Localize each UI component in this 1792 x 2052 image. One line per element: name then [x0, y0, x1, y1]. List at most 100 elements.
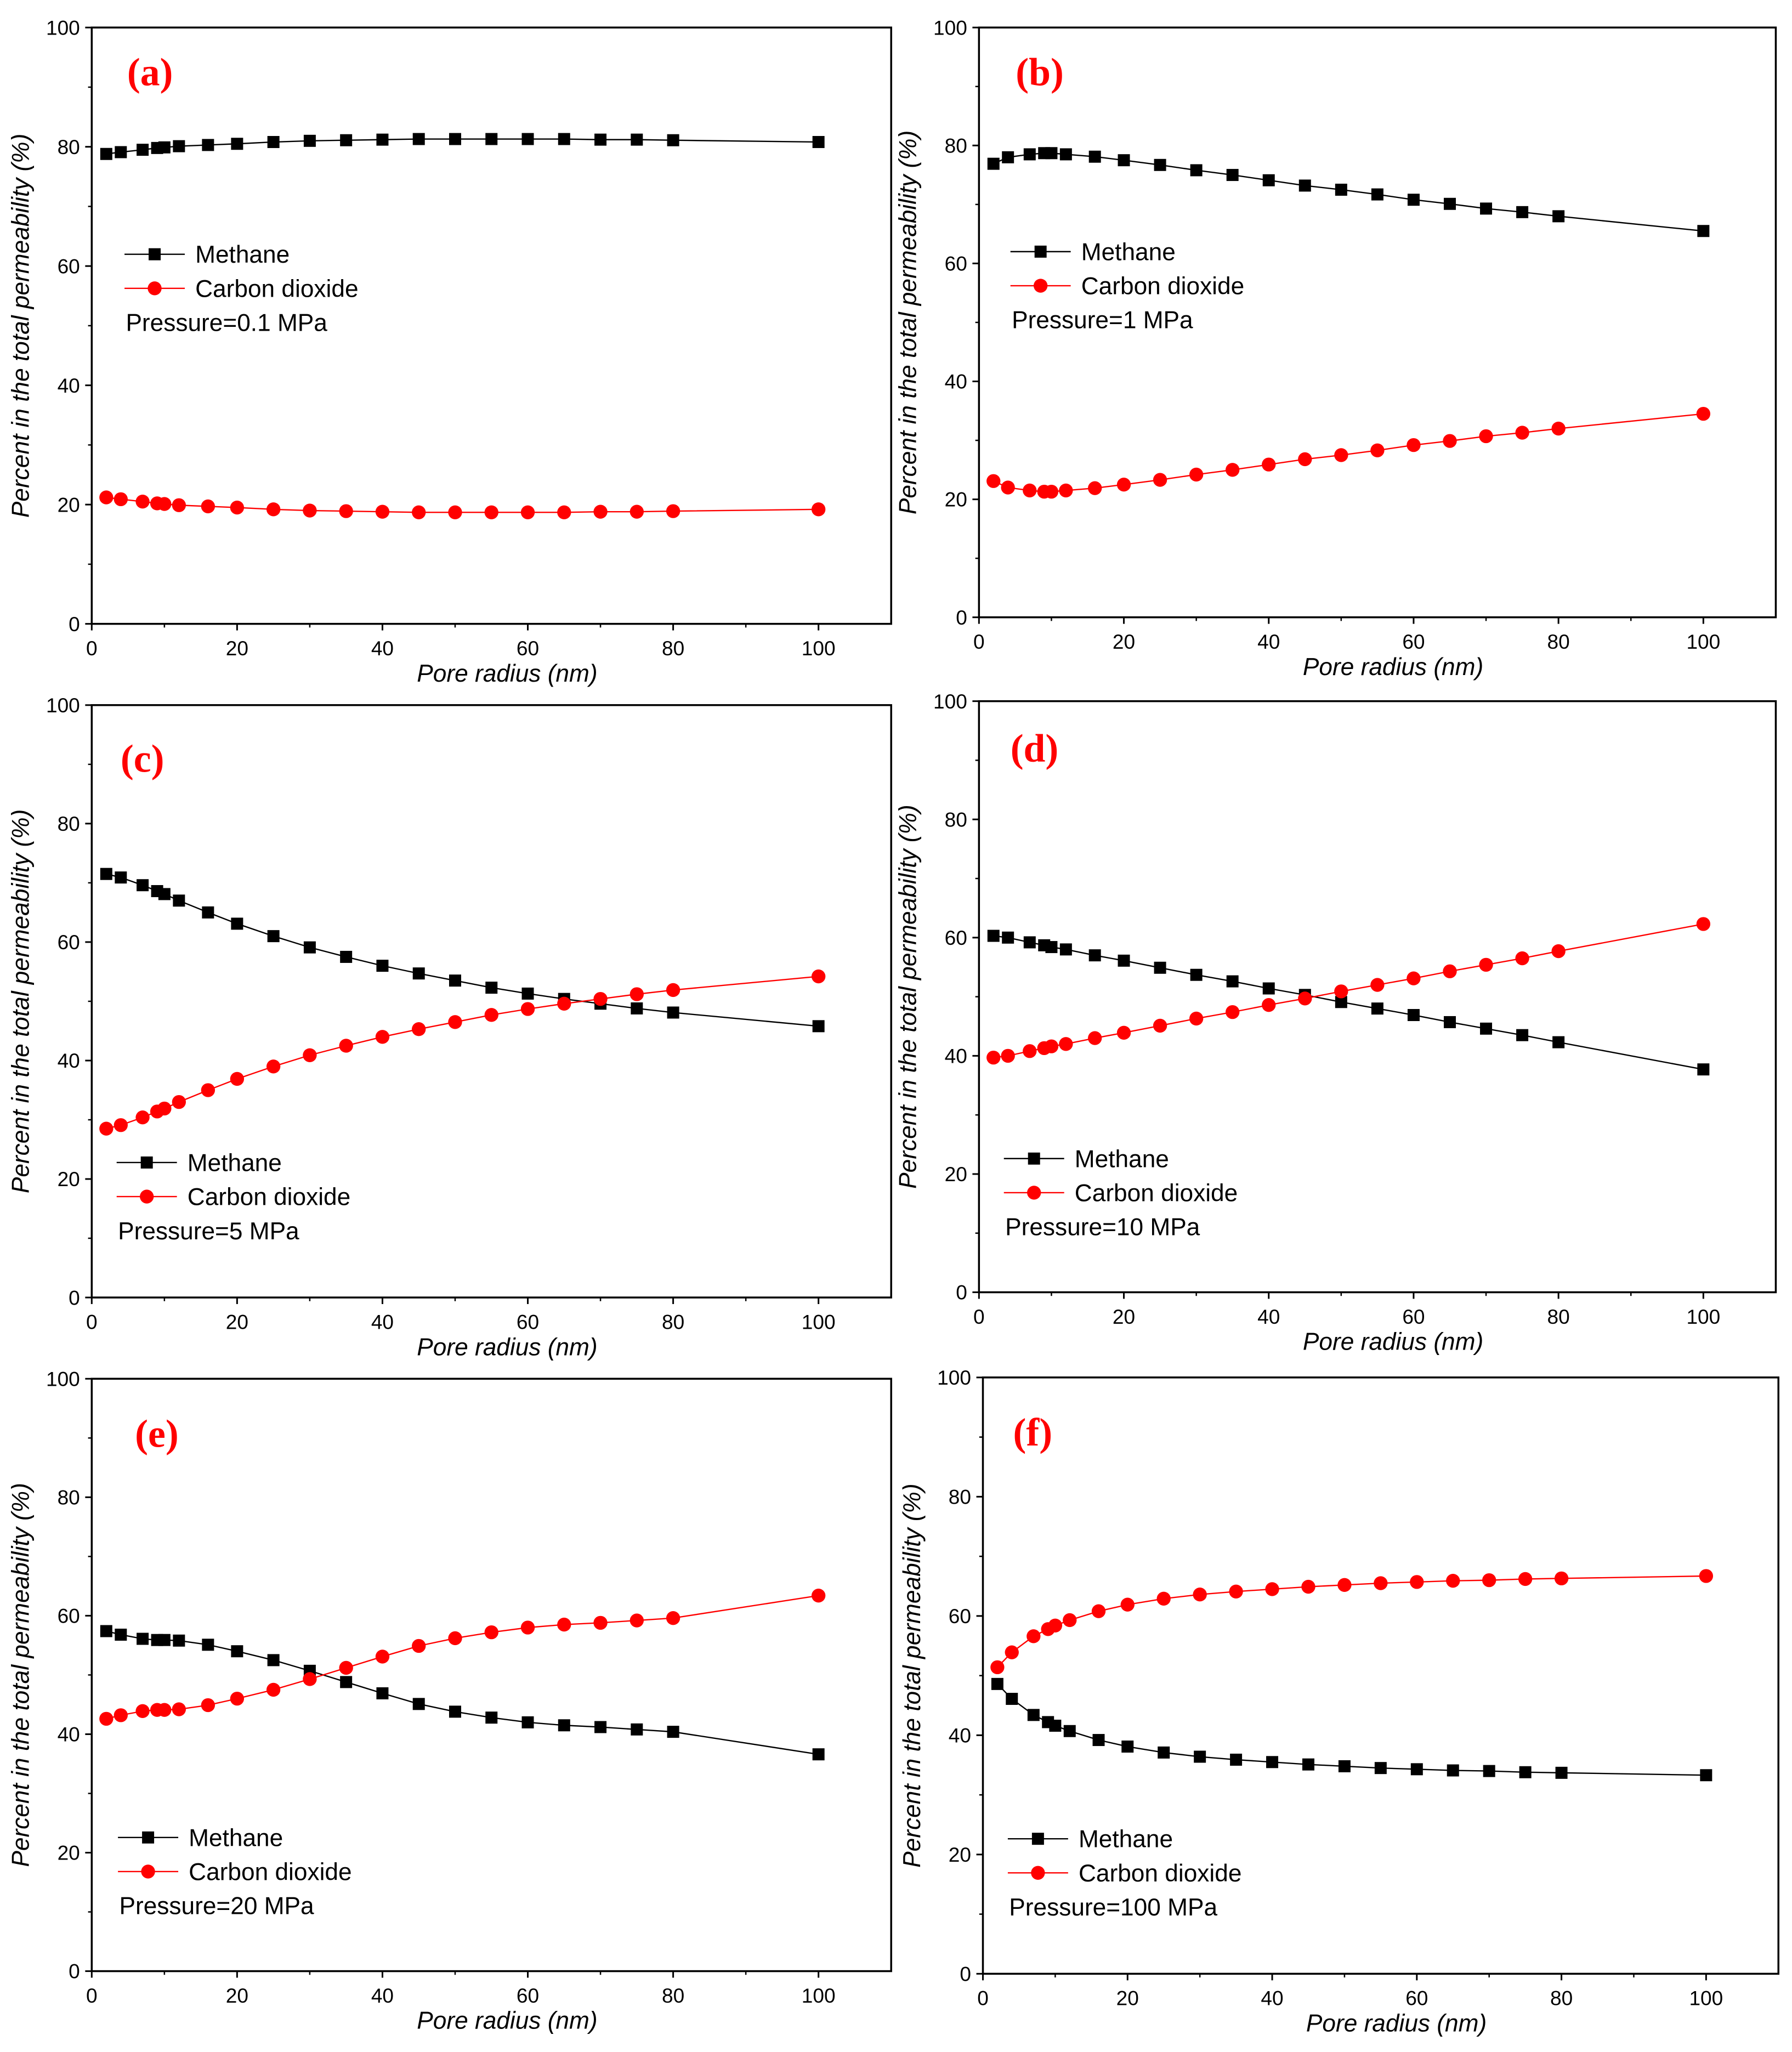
panel-label: (f): [1013, 1410, 1052, 1454]
data-point: [1194, 1750, 1206, 1763]
y-tick-label: 40: [58, 1049, 80, 1072]
data-point: [1696, 406, 1711, 421]
x-tick-label: 80: [662, 637, 684, 660]
chart-panel-b: 0 20 40 60 80 100 0 20 40 60 80 100 Pore radius (nm)…: [895, 16, 1777, 681]
data-point: [484, 505, 498, 519]
y-tick-label: 100: [46, 694, 80, 717]
series-carbon-dioxide: [99, 490, 826, 519]
data-point: [1088, 1031, 1102, 1045]
legend-marker: [140, 1189, 154, 1204]
data-point: [115, 871, 127, 884]
series-methane: [100, 1625, 825, 1761]
legend-label: Methane: [1079, 1826, 1173, 1853]
data-point: [1189, 1011, 1204, 1026]
pressure-label: Pressure=100 MPa: [1009, 1894, 1217, 1921]
legend-label: Methane: [195, 241, 290, 268]
data-point: [412, 967, 425, 980]
data-point: [158, 888, 171, 900]
data-point: [1153, 1018, 1167, 1033]
data-point: [303, 134, 316, 147]
data-point: [1407, 1009, 1420, 1022]
x-tick-label: 100: [1689, 1987, 1723, 2010]
x-tick-label: 80: [1547, 630, 1570, 653]
series-carbon-dioxide: [99, 1588, 826, 1726]
data-point: [339, 1660, 353, 1675]
data-point: [1407, 438, 1421, 452]
data-point: [201, 1083, 216, 1097]
data-point: [376, 1687, 389, 1699]
data-point: [1153, 473, 1167, 487]
x-tick-label: 20: [226, 1310, 248, 1333]
pressure-label: Pressure=1 MPa: [1012, 307, 1193, 334]
data-point: [1027, 1629, 1041, 1643]
data-point: [1699, 1569, 1714, 1583]
data-point: [1001, 1048, 1015, 1063]
data-point: [340, 1676, 353, 1688]
x-tick-label: 0: [977, 1987, 989, 2010]
data-point: [135, 1704, 150, 1718]
x-tick-label: 20: [226, 1984, 248, 2007]
x-axis-label: Pore radius (nm): [417, 1334, 597, 1361]
data-point: [1552, 1036, 1565, 1048]
x-tick-label: 20: [1113, 630, 1135, 653]
data-point: [266, 1059, 281, 1074]
x-tick-label: 100: [802, 637, 836, 660]
legend-label: Methane: [189, 1824, 283, 1851]
data-point: [449, 133, 461, 145]
data-point: [485, 1711, 498, 1724]
data-point: [1118, 954, 1130, 967]
legend-marker: [142, 1831, 155, 1844]
y-tick-label: 0: [956, 1281, 967, 1304]
data-point: [812, 1020, 825, 1033]
data-point: [1482, 1573, 1496, 1588]
data-point: [812, 1748, 825, 1761]
legend-marker: [1028, 1152, 1040, 1165]
data-point: [412, 505, 426, 519]
data-point: [1045, 147, 1058, 160]
data-point: [1023, 1044, 1037, 1058]
y-axis-label: Percent in the total permeability (%): [899, 1483, 926, 1867]
data-point: [1371, 188, 1383, 201]
data-point: [1335, 183, 1347, 196]
data-point: [412, 1022, 426, 1036]
y-axis-label: Percent in the total permeability (%): [895, 131, 922, 514]
data-point: [303, 503, 317, 518]
y-tick-label: 60: [58, 1605, 80, 1628]
data-point: [1410, 1575, 1424, 1589]
data-point: [1374, 1762, 1387, 1775]
x-tick-label: 80: [662, 1984, 684, 2007]
legend-marker: [1033, 279, 1048, 293]
data-point: [100, 1625, 112, 1637]
data-point: [1697, 225, 1710, 237]
y-tick-label: 80: [949, 1486, 971, 1509]
data-point: [1370, 978, 1385, 992]
data-point: [1002, 151, 1014, 163]
data-point: [1189, 467, 1204, 482]
data-point: [1006, 1693, 1018, 1705]
x-tick-label: 20: [1113, 1305, 1135, 1328]
data-point: [1444, 197, 1456, 210]
x-tick-label: 80: [1547, 1305, 1570, 1328]
y-tick-label: 0: [69, 1286, 80, 1309]
data-point: [1444, 1016, 1456, 1028]
legend-label: Carbon dioxide: [1075, 1180, 1238, 1206]
data-point: [630, 505, 644, 519]
data-point: [201, 1698, 216, 1713]
x-axis-label: Pore radius (nm): [1306, 2010, 1487, 2037]
data-point: [1516, 1029, 1529, 1041]
chart-panel-a: 0 20 40 60 80 100 0 20 40 60 80 100 Pore radius (nm)…: [8, 16, 892, 687]
chart-panel-d: 0 20 40 60 80 100 0 20 40 60 80 100 Pore radius (nm)…: [895, 690, 1777, 1356]
data-point: [1298, 991, 1312, 1006]
data-point: [448, 1015, 462, 1029]
x-tick-label: 40: [1261, 1987, 1283, 2010]
data-point: [339, 504, 353, 518]
x-axis-label: Pore radius (nm): [417, 2008, 597, 2034]
data-point: [266, 1682, 281, 1697]
data-point: [1480, 1022, 1493, 1035]
data-point: [1337, 1578, 1352, 1592]
legend: Methane Carbon dioxide Pressure=5 MPa: [116, 1149, 350, 1245]
data-point: [987, 929, 1000, 942]
data-point: [1407, 194, 1420, 206]
data-point: [1226, 1005, 1240, 1019]
x-tick-label: 40: [371, 1984, 394, 2007]
